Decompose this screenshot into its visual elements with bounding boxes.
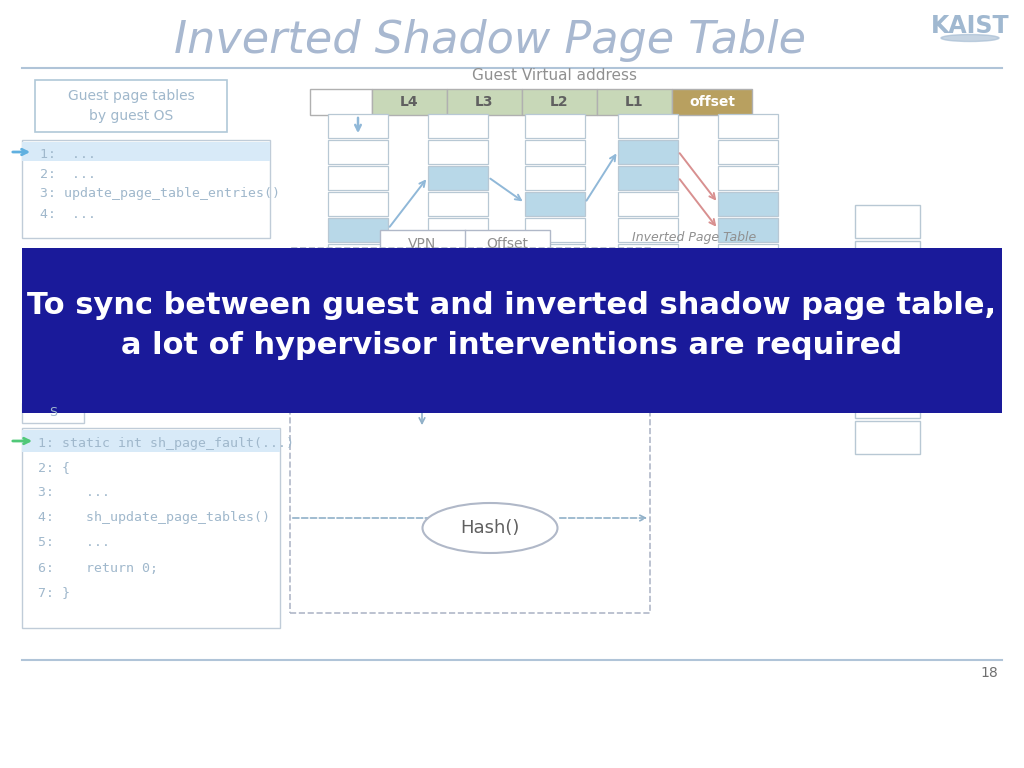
FancyBboxPatch shape [22, 428, 280, 628]
FancyBboxPatch shape [660, 340, 728, 368]
Text: 1:  ...: 1: ... [40, 147, 96, 161]
Text: 2:  ...: 2: ... [40, 167, 96, 180]
Text: L2: L2 [550, 95, 568, 109]
FancyBboxPatch shape [328, 218, 388, 242]
FancyBboxPatch shape [525, 192, 585, 216]
FancyBboxPatch shape [428, 284, 488, 310]
Text: Inverted Shadow Page Table: Inverted Shadow Page Table [174, 18, 806, 61]
Text: To sync between guest and inverted shadow page table,: To sync between guest and inverted shado… [28, 292, 996, 320]
FancyBboxPatch shape [855, 205, 920, 238]
FancyBboxPatch shape [22, 248, 1002, 413]
FancyBboxPatch shape [618, 192, 678, 216]
FancyBboxPatch shape [428, 218, 488, 242]
FancyBboxPatch shape [672, 89, 752, 115]
Text: Inverted Page Table
(per system): Inverted Page Table (per system) [632, 231, 756, 261]
Text: Guest Virtual address: Guest Virtual address [472, 68, 638, 84]
FancyBboxPatch shape [35, 80, 227, 132]
FancyBboxPatch shape [855, 421, 920, 454]
FancyBboxPatch shape [525, 166, 585, 190]
Ellipse shape [941, 35, 999, 41]
Text: 7: }: 7: } [38, 587, 70, 600]
FancyBboxPatch shape [310, 89, 372, 115]
Text: VPN: VPN [408, 237, 436, 251]
FancyBboxPatch shape [618, 140, 678, 164]
FancyBboxPatch shape [855, 349, 920, 382]
Text: 4:    sh_update_page_tables(): 4: sh_update_page_tables() [38, 511, 270, 525]
Text: offset: offset [689, 95, 735, 109]
Text: 1: static int sh_page_fault(...): 1: static int sh_page_fault(...) [38, 436, 294, 449]
FancyBboxPatch shape [855, 313, 920, 346]
FancyBboxPatch shape [380, 230, 550, 258]
FancyBboxPatch shape [718, 114, 778, 138]
FancyBboxPatch shape [718, 192, 778, 216]
FancyBboxPatch shape [525, 218, 585, 242]
FancyBboxPatch shape [718, 140, 778, 164]
FancyBboxPatch shape [618, 218, 678, 242]
FancyBboxPatch shape [660, 280, 728, 308]
FancyBboxPatch shape [428, 244, 488, 268]
FancyBboxPatch shape [22, 403, 84, 423]
Text: Offset: Offset [486, 237, 528, 251]
Text: S: S [49, 406, 57, 419]
Text: 18: 18 [980, 666, 998, 680]
Text: Guest page tables
by guest OS: Guest page tables by guest OS [68, 89, 195, 123]
FancyBboxPatch shape [855, 241, 920, 274]
FancyBboxPatch shape [428, 166, 488, 190]
Text: 3: update_page_table_entries(): 3: update_page_table_entries() [40, 187, 280, 200]
FancyBboxPatch shape [428, 140, 488, 164]
FancyBboxPatch shape [368, 284, 428, 310]
FancyBboxPatch shape [22, 142, 270, 161]
FancyBboxPatch shape [597, 89, 672, 115]
Text: Hash Key: Hash Key [358, 316, 429, 332]
Text: KAIST: KAIST [931, 14, 1010, 38]
Text: VM-ID: VM-ID [313, 290, 355, 303]
FancyBboxPatch shape [660, 250, 728, 278]
FancyBboxPatch shape [525, 140, 585, 164]
FancyBboxPatch shape [618, 166, 678, 190]
FancyBboxPatch shape [718, 218, 778, 242]
FancyBboxPatch shape [660, 310, 728, 338]
FancyBboxPatch shape [718, 166, 778, 190]
FancyBboxPatch shape [525, 244, 585, 268]
FancyBboxPatch shape [22, 140, 270, 238]
Text: a lot of hypervisor interventions are required: a lot of hypervisor interventions are re… [122, 332, 902, 360]
FancyBboxPatch shape [855, 277, 920, 310]
Text: 6:    return 0;: 6: return 0; [38, 561, 158, 574]
FancyBboxPatch shape [328, 192, 388, 216]
FancyBboxPatch shape [428, 192, 488, 216]
FancyBboxPatch shape [22, 430, 280, 452]
Text: 5:    ...: 5: ... [38, 537, 110, 549]
FancyBboxPatch shape [618, 244, 678, 268]
Text: Hash(): Hash() [461, 519, 520, 537]
Bar [290, 248, 650, 613]
FancyBboxPatch shape [328, 244, 388, 268]
Text: VPN: VPN [443, 290, 472, 303]
FancyBboxPatch shape [855, 385, 920, 418]
Ellipse shape [423, 503, 557, 553]
Text: L3: L3 [475, 95, 494, 109]
Text: 3:    ...: 3: ... [38, 486, 110, 499]
FancyBboxPatch shape [328, 114, 388, 138]
FancyBboxPatch shape [328, 166, 388, 190]
FancyBboxPatch shape [328, 140, 388, 164]
FancyBboxPatch shape [525, 114, 585, 138]
FancyBboxPatch shape [522, 89, 597, 115]
FancyBboxPatch shape [447, 89, 522, 115]
Text: 2: {: 2: { [38, 462, 70, 475]
FancyBboxPatch shape [618, 114, 678, 138]
FancyBboxPatch shape [372, 89, 447, 115]
FancyBboxPatch shape [300, 284, 368, 310]
Text: L1: L1 [626, 95, 644, 109]
Text: 4:  ...: 4: ... [40, 207, 96, 220]
Text: L4: L4 [400, 95, 419, 109]
FancyBboxPatch shape [428, 114, 488, 138]
FancyBboxPatch shape [718, 244, 778, 268]
Text: P-ID: P-ID [384, 290, 413, 303]
